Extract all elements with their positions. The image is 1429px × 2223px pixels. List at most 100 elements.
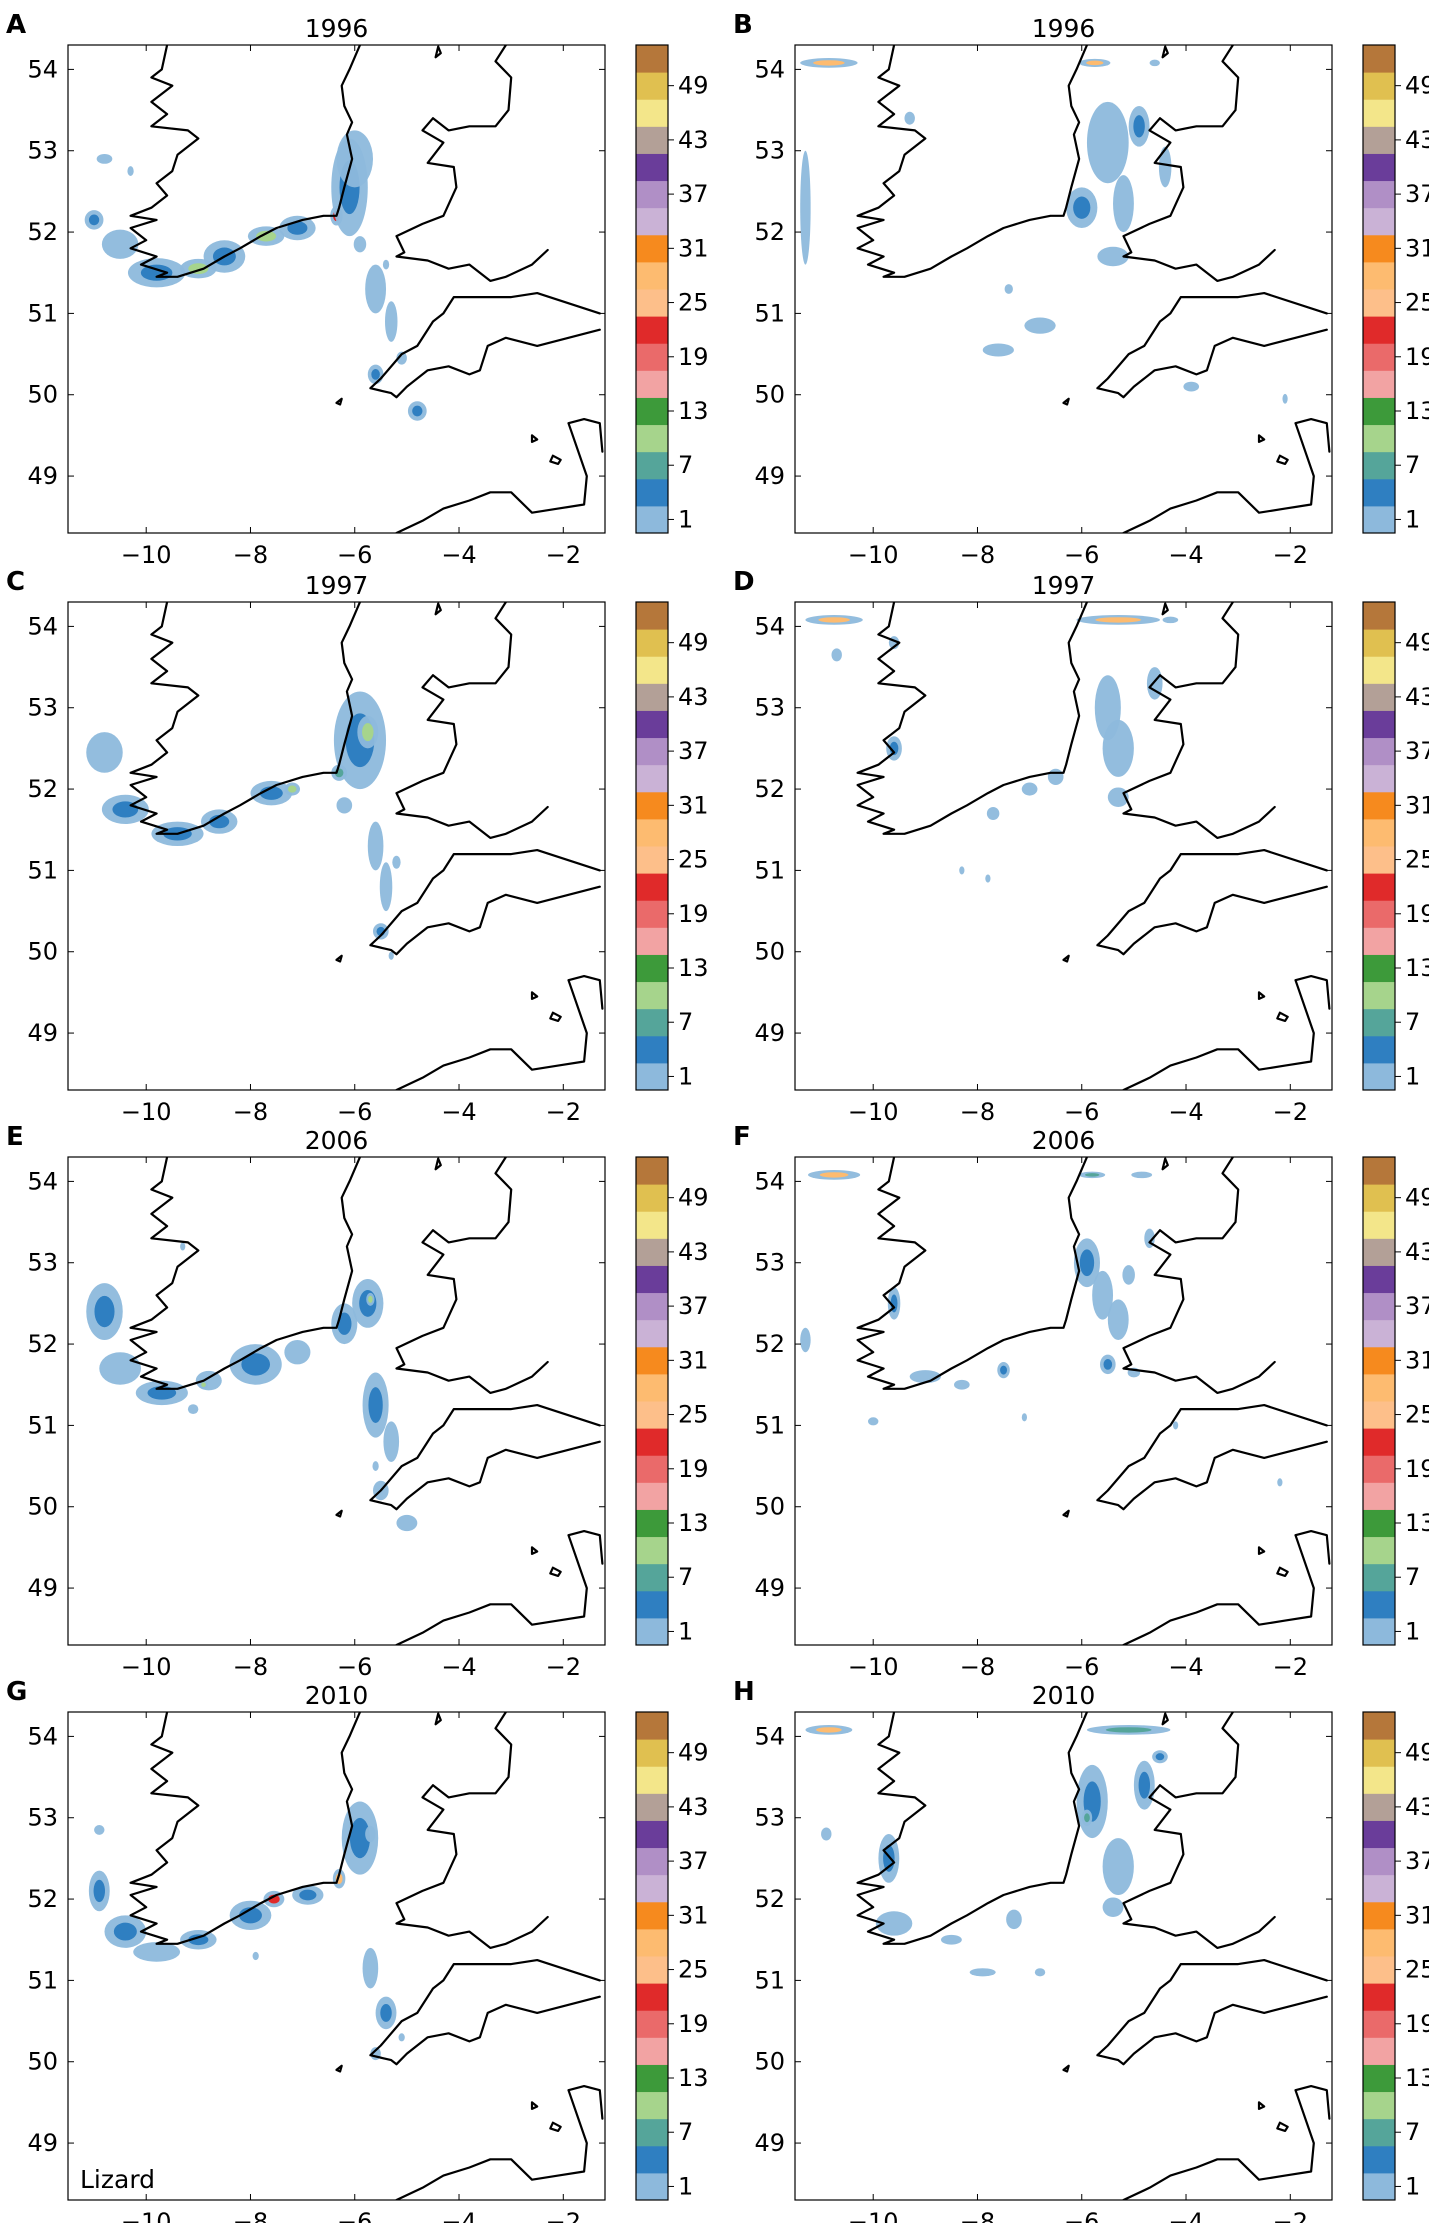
colorbar-segment (636, 710, 668, 739)
colorbar-segment (636, 1956, 668, 1984)
colorbar-label: 37 (1405, 737, 1429, 765)
density-core (1095, 617, 1142, 623)
colorbar-label: 31 (1405, 234, 1429, 262)
colorbar-segment (1363, 99, 1395, 127)
coastline-layer (856, 602, 1331, 1090)
colorbar-segment (636, 764, 668, 793)
density-core (819, 1172, 849, 1178)
y-tick-label: 49 (27, 1019, 58, 1047)
density-core (1000, 1365, 1007, 1375)
density-blob (365, 1825, 376, 1843)
density-blob (365, 264, 387, 314)
colorbar-segment (636, 261, 668, 290)
density-core (349, 1817, 370, 1859)
coastline-brittany (1122, 1529, 1331, 1645)
y-tick-label: 52 (754, 218, 785, 246)
panel-title: 1996 (305, 14, 369, 43)
y-tick-label: 50 (27, 2048, 58, 2076)
density-blob (379, 862, 393, 912)
density-blob (353, 236, 367, 253)
colorbar-segment (636, 1482, 668, 1510)
x-tick-label: −4 (1168, 541, 1203, 569)
colorbar-segment (1363, 207, 1395, 236)
colorbar-label: 19 (678, 2010, 709, 2038)
colorbar-segment (636, 397, 668, 426)
colorbar-segment (636, 2037, 668, 2065)
colorbar-segment (636, 1238, 668, 1266)
y-tick-label: 49 (27, 1574, 58, 1602)
colorbar-segment (1363, 2010, 1395, 2038)
colorbar-segment (1363, 1590, 1395, 1619)
coastline-southwest (1096, 292, 1328, 399)
coastline-ireland (856, 45, 1089, 278)
colorbar-segment (1363, 1346, 1395, 1375)
colorbar-segment (1363, 1373, 1395, 1402)
density-blob (252, 1951, 259, 1961)
colorbar-segment (1363, 1956, 1395, 1984)
colorbar-segment (636, 2118, 668, 2147)
x-tick-label: −2 (1273, 541, 1308, 569)
colorbar-segment (1363, 873, 1395, 901)
colorbar-segment (1363, 1712, 1395, 1740)
x-tick-label: −8 (960, 541, 995, 569)
density-core (813, 60, 845, 66)
colorbar-label: 1 (678, 1062, 693, 1090)
y-tick-label: 51 (27, 299, 58, 327)
y-tick-label: 49 (754, 2129, 785, 2157)
plot-area (795, 602, 1332, 1090)
coastline-manx (1161, 602, 1169, 616)
colorbar-segment (636, 1401, 668, 1429)
colorbar: 1 7 13 19 25 31 37 43 49 (1362, 1156, 1429, 1646)
coastline-layer (129, 602, 604, 1090)
density-blob (800, 1327, 811, 1353)
density-core (1084, 1813, 1090, 1823)
density-blob (86, 732, 123, 773)
x-tick-label: −10 (848, 2208, 899, 2223)
x-tick-label: −2 (1273, 1653, 1308, 1681)
colorbar-segment (1363, 1820, 1395, 1849)
colorbar-label: 31 (1405, 1901, 1429, 1929)
location-label: Lizard (80, 2165, 155, 2194)
colorbar-label: 7 (1405, 2118, 1420, 2146)
x-tick-label: −6 (337, 2208, 372, 2223)
colorbar-label: 7 (1405, 1563, 1420, 1591)
density-blob (986, 806, 1000, 820)
panel-title: 1997 (305, 571, 369, 600)
coastline-brittany (395, 974, 604, 1090)
coastline-brittany (395, 1529, 604, 1645)
density-layer (86, 1242, 418, 1532)
colorbar-segment (636, 846, 668, 874)
coastline-layer (856, 1712, 1331, 2200)
x-tick-label: −6 (1064, 1653, 1099, 1681)
plot-frame (67, 1711, 606, 2201)
colorbar-segment (1363, 1211, 1395, 1239)
colorbar-segment (1363, 1035, 1395, 1064)
colorbar-label: 37 (678, 180, 709, 208)
colorbar-segment (636, 1793, 668, 1821)
colorbar-segment (636, 289, 668, 317)
colorbar-label: 25 (678, 1956, 709, 1984)
colorbar-label: 25 (1405, 846, 1429, 874)
x-tick-label: −6 (1064, 1098, 1099, 1126)
density-blob (127, 166, 134, 176)
colorbar-segment (1363, 1428, 1395, 1456)
density-blob (383, 1421, 400, 1462)
colorbar-segment (636, 1509, 668, 1538)
colorbar-label: 49 (678, 72, 709, 100)
colorbar-label: 49 (1405, 1739, 1429, 1767)
y-tick-label: 50 (27, 938, 58, 966)
coastline-wales (1122, 1712, 1276, 1950)
panel-letter: B (733, 10, 753, 40)
coastline-ireland (129, 602, 362, 835)
colorbar-segment (1363, 1847, 1395, 1876)
density-core (889, 741, 899, 756)
colorbar-segment (636, 505, 668, 534)
y-tick-label: 51 (754, 1411, 785, 1439)
density-blob (1102, 719, 1134, 777)
x-tick-label: −2 (546, 2208, 581, 2223)
density-blob (382, 259, 390, 270)
colorbar-segment (1363, 72, 1395, 100)
colorbar-label: 1 (1405, 1617, 1420, 1645)
colorbar-segment (636, 234, 668, 263)
y-tick-label: 54 (27, 1167, 58, 1195)
